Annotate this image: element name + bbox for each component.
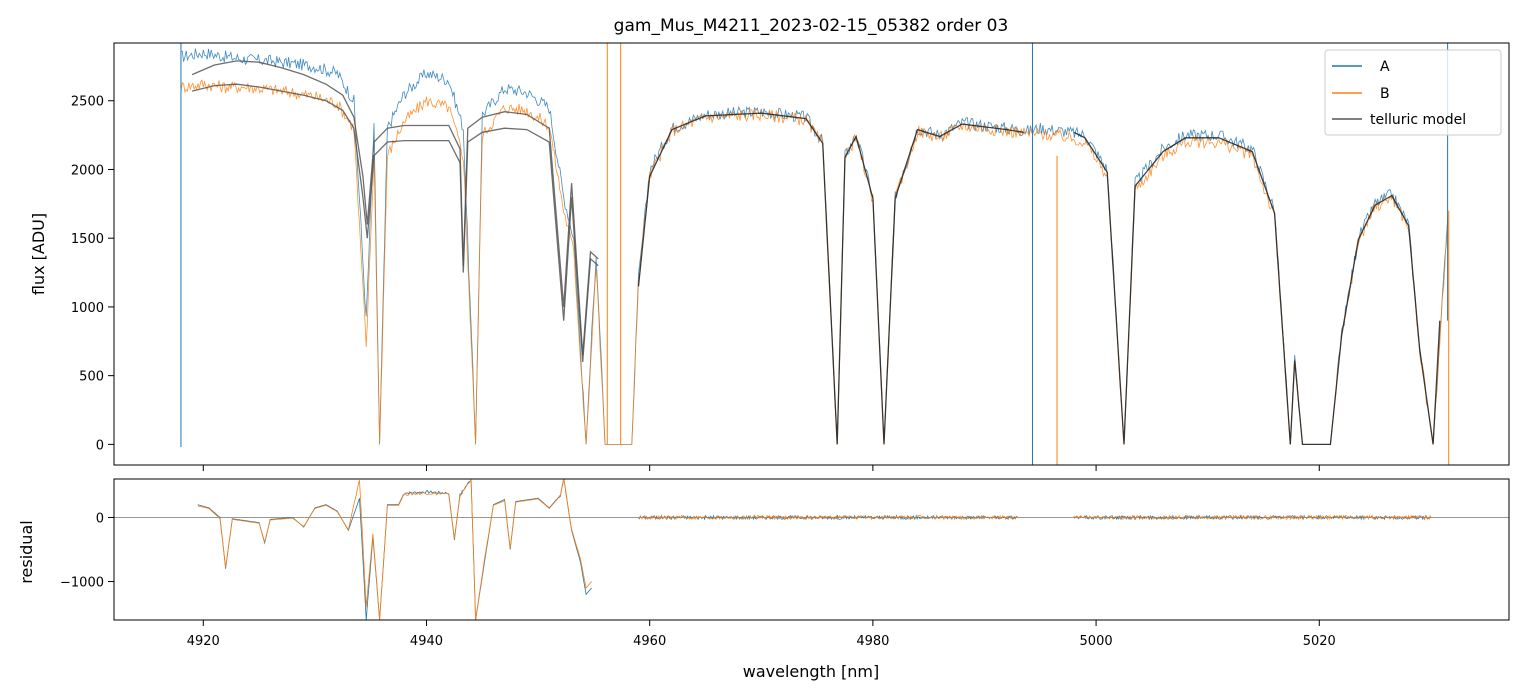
bottom-plot-area: −1000 0 4920 4940 4960 4980 5000 5020 residual… xyxy=(17,478,1510,681)
series-line-telluric-model-4 xyxy=(1073,131,1441,446)
xtick-label: 4920 xyxy=(187,634,220,649)
ytick-label: 500 xyxy=(79,370,104,385)
xtick-label: 4980 xyxy=(856,634,889,649)
ytick-label: −1000 xyxy=(60,576,104,591)
ytick-label: 0 xyxy=(96,511,104,526)
bottom-xlabel: wavelength [nm] xyxy=(743,662,880,681)
series-line-A xyxy=(180,48,1448,445)
bottom-ylabel: residual xyxy=(17,520,36,583)
chart-title: gam_Mus_M4211_2023-02-15_05382 order 03 xyxy=(614,16,1009,36)
series-line-telluric-model xyxy=(191,60,599,356)
xtick-label: 4960 xyxy=(633,634,666,649)
ytick-label: 1000 xyxy=(71,301,104,316)
residual-flat-0-1 xyxy=(638,514,1019,521)
ytick-label: 1500 xyxy=(71,232,104,247)
ytick-label: 2500 xyxy=(71,95,104,110)
legend: A B telluric model xyxy=(1324,49,1502,136)
top-ylabel: flux [ADU] xyxy=(29,213,48,295)
ytick-label: 2000 xyxy=(71,163,104,178)
legend-label-telluric: telluric model xyxy=(1370,112,1466,128)
xtick-label: 4940 xyxy=(410,634,443,649)
xtick-label: 5000 xyxy=(1080,634,1113,649)
residual-flat-1-1 xyxy=(1073,514,1432,521)
legend-label-b: B xyxy=(1380,86,1390,102)
bottom-axes-frame xyxy=(113,478,1510,621)
ytick-label: 0 xyxy=(96,438,104,453)
xtick-label: 5020 xyxy=(1303,634,1336,649)
residual-line-B xyxy=(197,479,592,620)
series-line-telluric-model-2 xyxy=(191,83,599,362)
series-line-B xyxy=(180,79,1448,445)
series-line-telluric-model-3 xyxy=(637,112,1024,445)
legend-label-a: A xyxy=(1380,59,1390,75)
top-plot-area: 0 500 1000 1500 2000 2500 flux [ADU] xyxy=(29,42,1510,471)
legend-box xyxy=(1324,49,1502,136)
top-axes-frame xyxy=(113,42,1510,466)
